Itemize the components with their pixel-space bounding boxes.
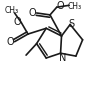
Text: CH₃: CH₃ (5, 6, 19, 15)
Text: O: O (57, 1, 64, 11)
Text: O: O (29, 8, 37, 18)
Text: S: S (68, 19, 74, 29)
Text: O: O (7, 37, 15, 47)
Text: O: O (14, 17, 21, 27)
Text: CH₃: CH₃ (68, 2, 82, 11)
Text: N: N (59, 53, 66, 63)
